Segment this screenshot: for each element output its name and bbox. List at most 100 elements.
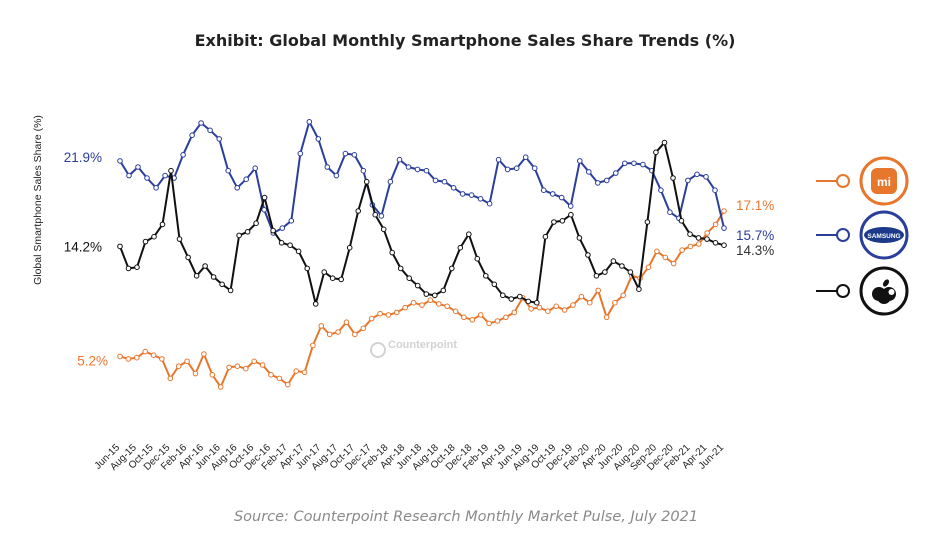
end-label-samsung: 15.7% — [736, 228, 774, 243]
svg-text:SAMSUNG: SAMSUNG — [867, 233, 900, 240]
data-point-apple — [185, 254, 191, 261]
data-point-samsung — [225, 167, 231, 174]
data-point-xiaomi — [436, 301, 442, 307]
data-point-samsung — [595, 180, 601, 186]
source-note: Source: Counterpoint Research Monthly Ma… — [234, 509, 698, 525]
data-point-xiaomi — [251, 358, 257, 365]
series-xiaomi — [117, 208, 727, 390]
data-point-xiaomi — [528, 306, 534, 312]
data-point-samsung — [216, 136, 222, 142]
data-point-samsung — [604, 177, 610, 184]
data-point-apple — [585, 252, 591, 258]
apple-logo-icon — [872, 279, 896, 304]
data-point-apple — [687, 231, 693, 237]
data-point-apple — [542, 233, 549, 240]
data-point-apple — [432, 292, 438, 299]
data-point-apple — [576, 235, 583, 241]
data-point-apple — [134, 264, 140, 271]
data-point-xiaomi — [670, 260, 677, 267]
data-point-xiaomi — [310, 342, 316, 349]
data-point-samsung — [567, 203, 574, 209]
series-line-samsung — [119, 120, 725, 234]
data-point-samsung — [477, 196, 484, 202]
data-point-samsung — [144, 175, 150, 181]
data-point-xiaomi — [536, 304, 543, 311]
data-point-xiaomi — [217, 384, 224, 390]
data-point-apple — [312, 301, 319, 307]
data-point-samsung — [622, 160, 628, 167]
data-point-samsung — [324, 164, 331, 170]
data-point-apple — [321, 269, 328, 275]
data-point-xiaomi — [352, 331, 358, 338]
data-point-samsung — [586, 169, 592, 175]
x-axis-ticks: Jun-15Aug-15Oct-15Dec-15Feb-16Apr-16Jun-… — [93, 442, 727, 473]
data-point-xiaomi — [259, 362, 266, 368]
data-point-apple — [627, 269, 634, 275]
data-point-apple — [389, 249, 396, 256]
end-label-apple: 14.3% — [736, 243, 774, 258]
data-point-xiaomi — [612, 299, 618, 306]
data-point-samsung — [631, 160, 637, 167]
data-point-apple — [695, 235, 702, 241]
data-point-apple — [414, 282, 421, 289]
data-point-samsung — [667, 209, 673, 215]
data-point-apple — [295, 248, 302, 255]
data-point-apple — [602, 269, 608, 275]
data-point-xiaomi — [578, 293, 585, 300]
data-point-xiaomi — [394, 309, 400, 316]
data-point-apple — [380, 226, 387, 233]
data-point-apple — [661, 139, 668, 146]
data-point-apple — [704, 236, 710, 242]
data-point-xiaomi — [687, 243, 694, 250]
data-point-samsung — [577, 158, 583, 164]
data-point-samsung — [432, 177, 439, 184]
legend-item-xiaomi: mi — [816, 156, 909, 206]
data-point-xiaomi — [645, 264, 652, 271]
data-point-xiaomi — [696, 241, 702, 247]
data-point-apple — [125, 265, 132, 272]
data-point-samsung — [261, 207, 268, 213]
data-point-apple — [355, 208, 362, 214]
start-label-xiaomi: 5.2% — [77, 353, 108, 368]
data-point-apple — [619, 263, 625, 269]
data-point-xiaomi — [142, 348, 148, 355]
start-label-samsung: 21.9% — [64, 150, 102, 165]
data-point-samsung — [387, 178, 394, 185]
y-axis-label: Global Smartphone Sales Share (%) — [32, 115, 44, 285]
data-point-xiaomi — [159, 356, 165, 362]
end-value-labels: 17.1% 15.7%14.3% — [736, 198, 774, 258]
series-line-xiaomi — [119, 210, 725, 388]
data-point-samsung — [721, 225, 727, 231]
data-point-apple — [117, 243, 123, 250]
legend-item-apple — [816, 266, 909, 316]
data-point-xiaomi — [570, 302, 576, 308]
data-point-xiaomi — [293, 368, 300, 374]
data-point-apple — [346, 244, 353, 251]
data-point-xiaomi — [117, 353, 123, 360]
data-point-xiaomi — [427, 297, 434, 304]
data-point-apple — [466, 231, 472, 237]
data-point-xiaomi — [276, 375, 283, 382]
data-point-samsung — [297, 150, 304, 157]
data-point-samsung — [342, 150, 349, 157]
data-point-samsung — [549, 191, 556, 197]
data-point-samsung — [640, 161, 646, 168]
data-point-apple — [483, 273, 489, 279]
data-point-samsung — [153, 185, 159, 191]
data-point-apple — [270, 227, 276, 234]
data-point-xiaomi — [603, 314, 610, 321]
data-point-xiaomi — [285, 381, 291, 388]
data-point-xiaomi — [301, 369, 308, 376]
data-point-xiaomi — [377, 310, 383, 317]
data-point-xiaomi — [561, 307, 568, 313]
data-point-apple — [168, 167, 174, 174]
data-point-samsung — [252, 165, 258, 171]
data-point-xiaomi — [654, 248, 660, 255]
data-point-samsung — [162, 172, 168, 179]
start-value-labels: 5.2% 21.9% 14.2% — [64, 150, 108, 369]
data-point-xiaomi — [494, 318, 501, 324]
data-point-xiaomi — [209, 372, 216, 378]
data-point-samsung — [288, 218, 295, 224]
data-point-samsung — [423, 167, 430, 174]
